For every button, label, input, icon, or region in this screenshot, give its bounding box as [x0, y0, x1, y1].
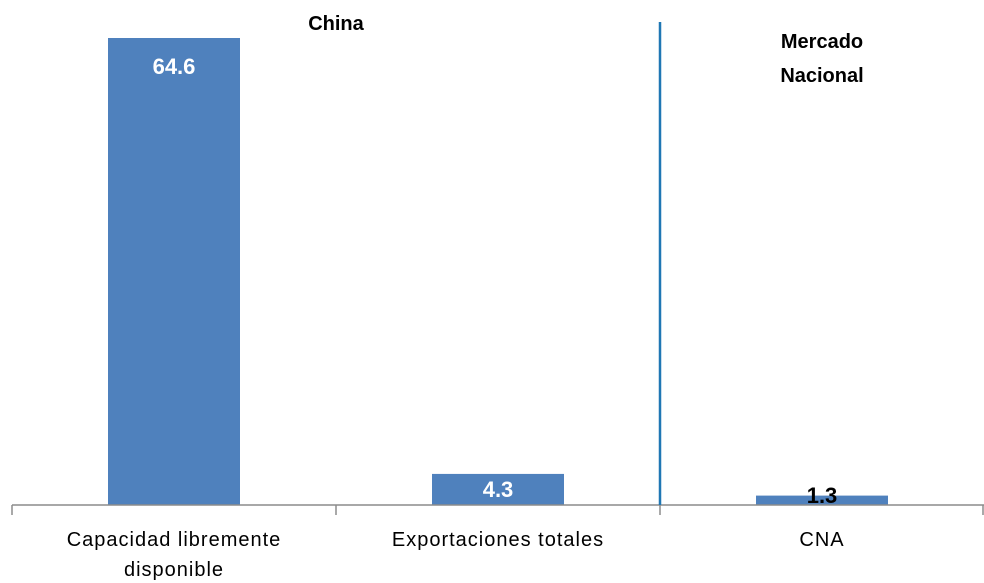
x-tick-label: CNA — [799, 529, 844, 551]
x-tick-label: Exportaciones totales — [392, 529, 604, 551]
group-label: Mercado Nacional — [780, 31, 863, 87]
bar — [108, 38, 240, 505]
labels-layer: 64.6 4.3 1.3 Capacidad libremente disponible… — [67, 13, 864, 581]
bar-value-label: 64.6 — [153, 54, 196, 79]
bar-value-label: 1.3 — [807, 483, 838, 508]
bar-value-label: 4.3 — [483, 477, 514, 502]
group-label: China — [308, 13, 364, 35]
x-axis — [11, 22, 984, 515]
bar — [432, 473, 564, 505]
bars-layer — [108, 38, 888, 505]
bar — [756, 495, 888, 505]
x-tick-label: Capacidad libremente disponible — [67, 529, 282, 581]
